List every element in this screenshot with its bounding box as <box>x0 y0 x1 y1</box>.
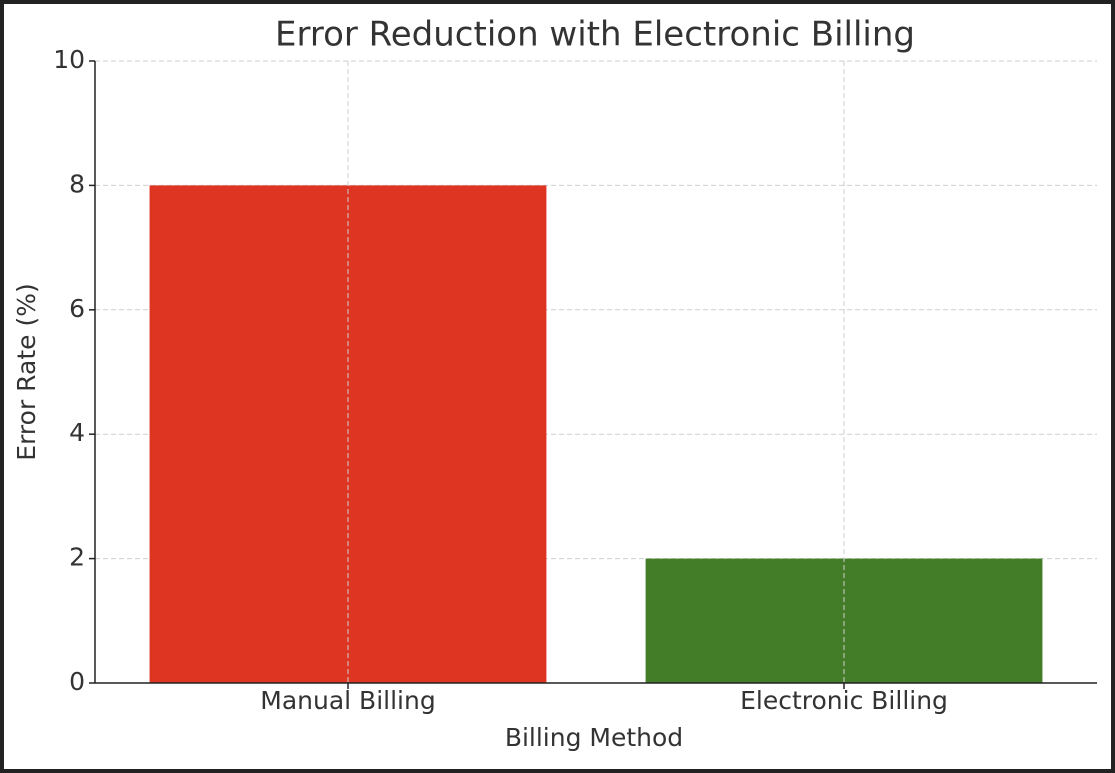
y-tick-label: 0 <box>69 667 85 696</box>
y-tick-label: 2 <box>69 543 85 572</box>
y-axis-label: Error Rate (%) <box>12 283 41 460</box>
chart-title: Error Reduction with Electronic Billing <box>275 15 915 55</box>
y-tick-label: 4 <box>69 418 85 447</box>
x-tick-label: Manual Billing <box>260 686 435 715</box>
y-tick-label: 8 <box>69 169 85 198</box>
x-tick-label: Electronic Billing <box>740 686 948 715</box>
y-tick-label: 10 <box>53 45 85 74</box>
y-tick-label: 6 <box>69 294 85 323</box>
x-axis-label: Billing Method <box>505 723 683 752</box>
